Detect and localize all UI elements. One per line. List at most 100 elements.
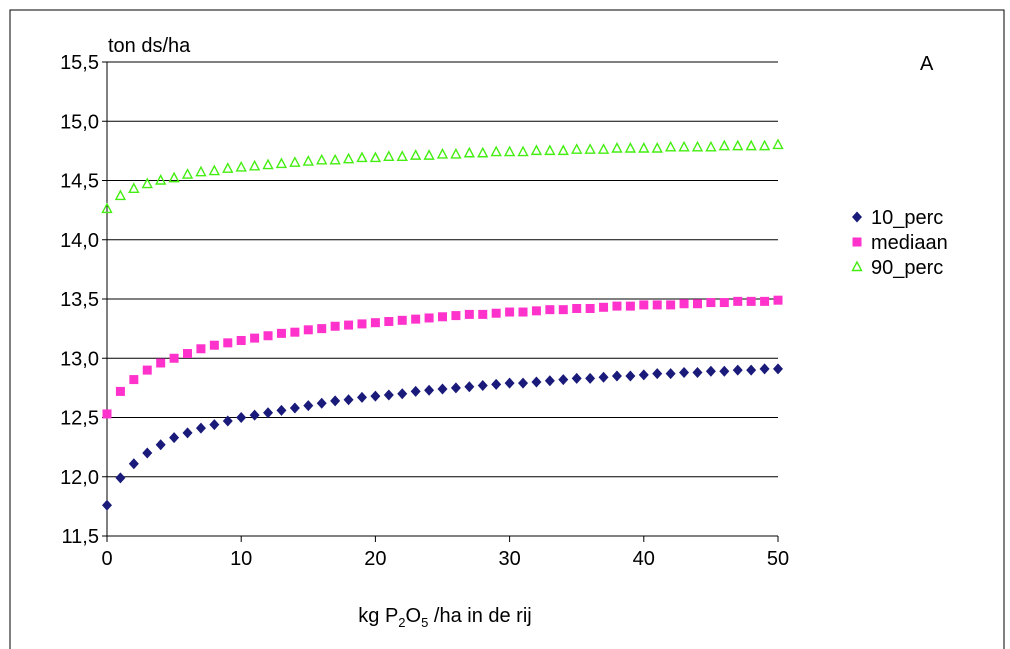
data-point: [275, 157, 288, 169]
data-point: [557, 144, 569, 156]
data-point: [772, 138, 784, 150]
data-point: [155, 174, 167, 185]
y-tick-label: 11,5: [62, 526, 99, 548]
data-point: [370, 390, 381, 402]
data-point: [142, 447, 153, 459]
data-point: [611, 370, 622, 382]
data-point: [679, 299, 689, 309]
data-point: [572, 303, 582, 313]
legend-label: 90_perc: [871, 257, 943, 279]
y-tick-label: 15,5: [60, 52, 99, 74]
data-point: [356, 391, 367, 403]
data-point: [719, 298, 729, 308]
y-tick-label: 13,0: [60, 348, 99, 370]
data-point: [344, 320, 354, 330]
data-point: [302, 155, 314, 166]
data-point: [773, 295, 783, 305]
data-point: [424, 313, 434, 323]
x-tick-labels: 0 10 20 30 40 50: [101, 548, 789, 570]
data-point: [236, 412, 247, 423]
y-tick-label: 14,0: [60, 230, 99, 252]
data-point: [249, 409, 260, 421]
data-point: [571, 143, 583, 154]
data-point: [397, 388, 408, 400]
data-point: [732, 139, 744, 151]
data-point: [544, 375, 555, 387]
data-point: [436, 147, 449, 159]
data-point: [102, 409, 112, 419]
data-point: [491, 378, 502, 390]
data-point: [760, 296, 770, 306]
data-point: [585, 303, 595, 313]
data-point: [102, 499, 112, 511]
data-point: [410, 385, 421, 397]
y-tick-label: 12,5: [60, 408, 99, 430]
data-point: [263, 331, 273, 341]
data-point: [409, 149, 422, 160]
data-point: [773, 363, 783, 375]
data-point: [169, 353, 179, 363]
data-point: [517, 145, 529, 157]
data-point: [196, 344, 206, 354]
data-point: [544, 144, 556, 156]
data-point: [612, 301, 622, 311]
data-point: [518, 307, 528, 317]
data-point: [357, 319, 367, 329]
data-point: [141, 177, 153, 189]
data-point: [531, 376, 542, 388]
data-point: [276, 328, 286, 338]
y-tick-label: 15,0: [60, 111, 99, 133]
data-point: [651, 142, 663, 153]
chart-border: [9, 9, 1005, 649]
data-point: [531, 306, 541, 316]
data-point: [759, 363, 770, 375]
data-point: [303, 400, 314, 412]
axes: [102, 61, 779, 542]
data-point: [411, 314, 421, 324]
data-point: [598, 371, 609, 383]
data-point: [101, 202, 113, 214]
data-point: [290, 327, 300, 337]
data-point: [464, 309, 474, 319]
data-point: [289, 156, 301, 167]
data-point: [758, 139, 771, 151]
data-point: [624, 142, 637, 153]
data-point: [463, 146, 476, 158]
data-point: [383, 150, 395, 162]
x-axis-label: kg P2O5 /ha in de rij: [358, 605, 531, 630]
y-tick-labels: 11,5 12,0 12,5 13,0 13,5 14,0 14,5 15,0 15,5: [60, 52, 99, 548]
x-tick-label: 0: [101, 548, 112, 570]
data-point: [585, 372, 596, 384]
data-point: [115, 472, 126, 484]
data-point: [530, 144, 543, 156]
data-point: [437, 383, 448, 395]
data-point: [209, 340, 219, 350]
data-point: [128, 458, 139, 470]
data-point: [369, 151, 382, 163]
data-point: [142, 365, 152, 375]
data-point: [303, 325, 313, 335]
legend-marker: [852, 211, 862, 223]
data-point: [665, 368, 676, 380]
x-tick-label: 20: [364, 548, 386, 570]
data-point: [250, 333, 260, 343]
data-point: [597, 143, 610, 154]
data-point: [383, 389, 394, 401]
data-point: [236, 335, 246, 345]
data-point: [625, 370, 636, 382]
data-point: [343, 394, 354, 406]
data-point: [706, 298, 716, 308]
data-point: [691, 140, 704, 152]
series-10_perc: [102, 363, 783, 511]
data-point: [705, 365, 716, 377]
data-point: [733, 296, 743, 306]
data-point: [611, 142, 623, 153]
data-point: [129, 375, 139, 385]
data-point: [262, 158, 274, 170]
data-point: [477, 146, 489, 158]
data-point: [397, 315, 407, 325]
data-point: [155, 439, 166, 451]
data-point: [571, 372, 582, 384]
legend-marker: [851, 260, 863, 272]
